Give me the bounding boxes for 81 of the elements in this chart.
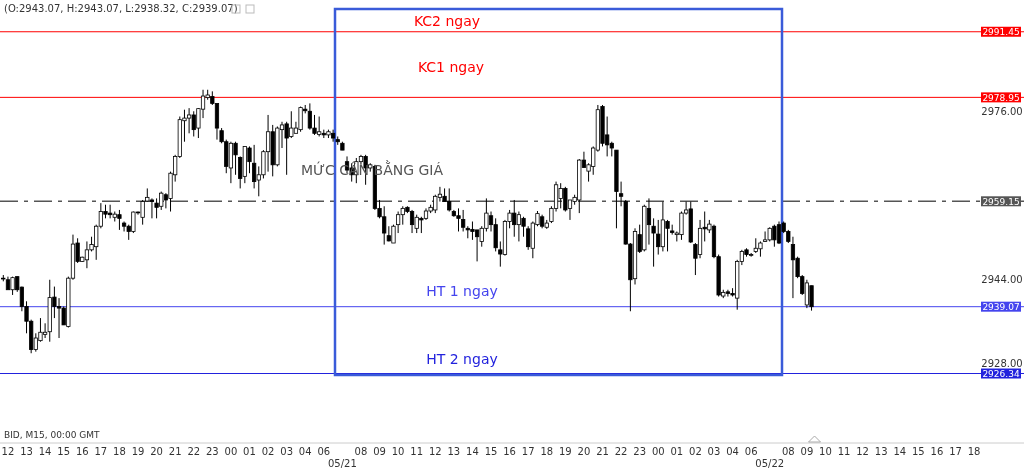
- x-tick-label: 14: [893, 446, 907, 457]
- ref-line-label: 2939.07: [982, 301, 1020, 312]
- x-tick-label: 12: [856, 446, 869, 457]
- candlestick: [149, 197, 155, 219]
- x-tick-label: 13: [447, 446, 461, 457]
- x-tick-label: 04: [298, 446, 312, 457]
- x-tick-label: 09: [800, 446, 814, 457]
- x-tick-label: 04: [726, 446, 739, 457]
- candlestick: [84, 240, 90, 269]
- x-tick-label: 14: [466, 446, 479, 457]
- candlestick: [56, 297, 62, 339]
- x-tick-label: 12: [1, 446, 15, 457]
- x-tick-label: 06: [744, 446, 758, 457]
- x-tick-label: 02: [689, 446, 702, 457]
- x-tick-label: 15: [484, 446, 498, 457]
- x-tick-label: 03: [707, 446, 721, 457]
- x-tick-label: 05/22: [755, 458, 785, 469]
- x-tick-label: 18: [113, 446, 126, 457]
- y-tick-label: 2928.00: [981, 357, 1023, 369]
- ref-line-label: 2978.95: [982, 92, 1020, 103]
- candlestick: [456, 207, 461, 232]
- x-tick-label: 18: [967, 446, 981, 457]
- chart-title: (O:2943.07, H:2943.07, L:2938.32, C:2939.07): [4, 3, 238, 14]
- candlestick: [646, 197, 652, 246]
- candlestick: [725, 289, 731, 298]
- x-tick-label: 23: [205, 446, 219, 457]
- x-tick-label: 15: [57, 446, 71, 457]
- annotation: KC1 ngay: [417, 59, 485, 76]
- x-tick-label: 11: [410, 446, 424, 457]
- candlestick: [474, 229, 480, 262]
- x-tick-label: 19: [558, 446, 572, 457]
- x-tick-label: 06: [317, 446, 331, 457]
- candlestick: [521, 216, 526, 238]
- x-tick-label: 16: [503, 446, 516, 457]
- x-tick-label: 20: [577, 446, 591, 457]
- x-tick-label: 13: [874, 446, 888, 457]
- x-tick-label: 01: [670, 446, 684, 457]
- x-tick-label: 14: [38, 446, 52, 457]
- x-tick-label: 08: [781, 446, 795, 457]
- x-tick-label: 10: [391, 446, 405, 457]
- x-tick-label: 02: [261, 446, 275, 457]
- x-tick-label: 18: [540, 446, 554, 457]
- x-tick-label: 08: [354, 446, 368, 457]
- x-tick-label: 23: [633, 446, 647, 457]
- x-tick-label: 20: [150, 446, 163, 457]
- annotation: HT 1 ngay: [426, 282, 498, 299]
- x-tick-label: 13: [20, 446, 33, 457]
- x-tick-label: 19: [131, 446, 145, 457]
- annotation: HT 2 ngay: [426, 350, 498, 367]
- ref-line-label: 2926.34: [982, 368, 1020, 379]
- y-tick-label: 2976.00: [981, 105, 1023, 117]
- x-tick-label: 17: [94, 446, 108, 457]
- candlestick: [265, 114, 271, 173]
- x-tick-label: 03: [280, 446, 294, 457]
- x-tick-label: 22: [614, 446, 628, 457]
- x-tick-label: 00: [651, 446, 665, 457]
- x-tick-label: 21: [596, 446, 609, 457]
- x-tick-label: 09: [373, 446, 386, 457]
- candlestick: [409, 209, 415, 234]
- x-tick-label: 01: [243, 446, 256, 457]
- x-tick-label: 00: [224, 446, 238, 457]
- candlestick: [233, 141, 238, 176]
- ref-line-label: 2959.15: [982, 196, 1020, 207]
- x-tick-label: 11: [837, 446, 851, 457]
- annotation: KC2 ngay: [413, 12, 481, 29]
- x-tick-label: 10: [819, 446, 832, 457]
- x-tick-label: 21: [168, 446, 182, 457]
- candlestick: [526, 225, 531, 251]
- x-tick-label: 22: [187, 446, 201, 457]
- y-tick-label: 2944.00: [981, 273, 1023, 285]
- x-tick-label: 15: [912, 446, 925, 457]
- annotation: BID, M15, 00:00 GMT: [4, 430, 100, 440]
- x-tick-label: 17: [521, 446, 535, 457]
- candlestick: [665, 219, 670, 252]
- x-tick-label: 05/21: [327, 458, 357, 469]
- candlestick: [762, 230, 768, 243]
- x-tick-label: 16: [75, 446, 89, 457]
- x-tick-label: 12: [428, 446, 442, 457]
- ref-line-label: 2991.45: [982, 27, 1020, 38]
- x-tick-label: 16: [930, 446, 944, 457]
- x-tick-label: 17: [949, 446, 962, 457]
